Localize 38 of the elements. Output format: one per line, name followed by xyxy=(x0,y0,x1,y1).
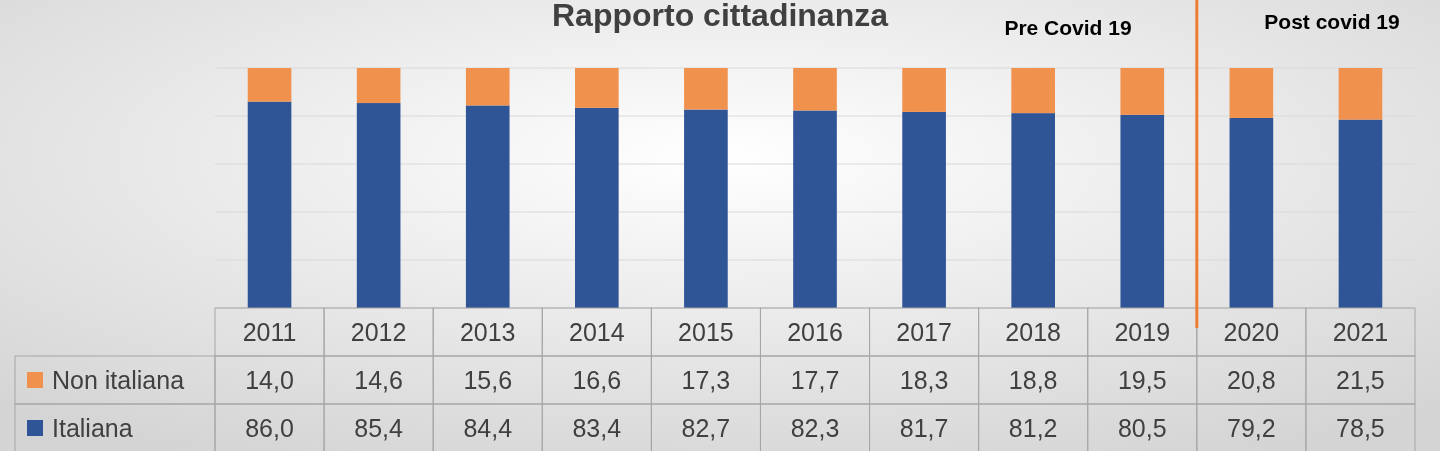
data-label: 84,4 xyxy=(463,413,513,442)
data-label: 20,8 xyxy=(1227,365,1276,394)
data-label: 79,2 xyxy=(1227,413,1276,442)
data-label: 82,7 xyxy=(681,413,731,442)
data-label: 86,0 xyxy=(245,413,294,442)
data-label: 17,3 xyxy=(681,365,731,394)
data-label: 15,6 xyxy=(463,365,513,394)
chart-title: Rapporto cittadinanza xyxy=(551,0,889,33)
x-tick-label: 2012 xyxy=(350,317,407,346)
data-label: 78,5 xyxy=(1336,413,1385,442)
data-label: 83,4 xyxy=(572,413,622,442)
x-tick-label: 2014 xyxy=(569,317,625,346)
data-label: 18,3 xyxy=(899,365,949,394)
x-tick-label: 2017 xyxy=(896,317,952,346)
x-tick-label: 2015 xyxy=(678,317,734,346)
text: Pre Covid 19 xyxy=(1004,16,1132,40)
x-tick-label: 2013 xyxy=(459,317,516,346)
data-label: 85,4 xyxy=(354,413,404,442)
data-label: 82,3 xyxy=(790,413,840,442)
data-label: 18,8 xyxy=(1008,365,1058,394)
legend-label: Non italiana xyxy=(52,365,185,394)
data-label: 21,5 xyxy=(1336,365,1385,394)
x-tick-label: 2019 xyxy=(1114,317,1171,346)
data-label: 14,6 xyxy=(354,365,403,394)
text: Post covid 19 xyxy=(1264,10,1400,34)
x-tick-label: 2020 xyxy=(1223,317,1280,346)
data-label: 14,0 xyxy=(245,365,294,394)
data-label: 17,7 xyxy=(790,365,840,394)
data-label: 16,6 xyxy=(572,365,622,394)
data-label: 81,7 xyxy=(899,413,949,442)
data-label: 80,5 xyxy=(1117,413,1167,442)
x-tick-label: 2018 xyxy=(1005,317,1061,346)
x-tick-label: 2016 xyxy=(787,317,843,346)
data-label: 81,2 xyxy=(1008,413,1058,442)
data-label: 19,5 xyxy=(1117,365,1167,394)
x-tick-label: 2021 xyxy=(1332,317,1389,346)
x-tick-label: 2011 xyxy=(242,317,297,346)
legend-label: Italiana xyxy=(52,413,133,442)
